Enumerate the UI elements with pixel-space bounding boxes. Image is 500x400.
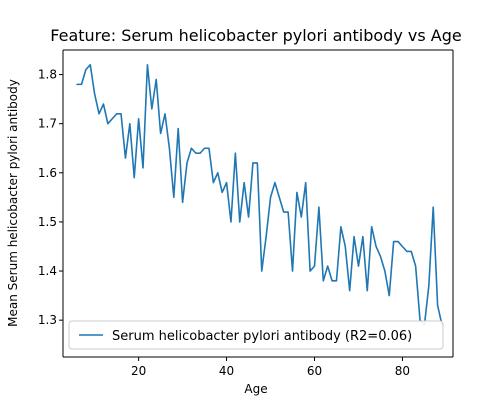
y-tick-label: 1.7 <box>38 117 57 131</box>
plot-area <box>63 50 453 357</box>
chart-title: Feature: Serum helicobacter pylori antib… <box>50 26 461 45</box>
y-axis-label: Mean Serum helicobacter pylori antibody <box>6 79 20 327</box>
series-line <box>76 63 443 326</box>
x-axis-label: Age <box>244 382 267 396</box>
x-ticks: 20 40 60 80 <box>131 357 410 378</box>
axes-frame <box>62 49 454 358</box>
y-tick-label: 1.6 <box>38 166 57 180</box>
x-tick-label: 40 <box>219 364 234 378</box>
x-tick-label: 60 <box>307 364 322 378</box>
x-tick-label: 80 <box>395 364 410 378</box>
y-tick-label: 1.3 <box>38 313 57 327</box>
x-tick-label: 20 <box>131 364 146 378</box>
y-tick-label: 1.4 <box>38 264 57 278</box>
y-ticks: 1.3 1.4 1.5 1.6 1.7 1.8 <box>38 68 63 327</box>
y-tick-label: 1.8 <box>38 68 57 82</box>
legend: Serum helicobacter pylori antibody (R2=0… <box>68 320 444 350</box>
legend-label: Serum helicobacter pylori antibody (R2=0… <box>112 329 412 344</box>
y-tick-label: 1.5 <box>38 215 57 229</box>
legend-box <box>68 320 444 350</box>
